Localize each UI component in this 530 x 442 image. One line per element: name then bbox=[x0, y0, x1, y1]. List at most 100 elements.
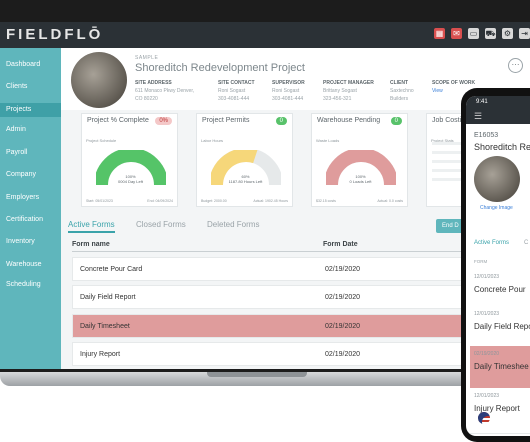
phone-item-name: Daily Field Repo bbox=[474, 322, 530, 331]
cell-form-date: 02/19/2020 bbox=[325, 323, 361, 330]
phone-tab-active-forms[interactable]: Active Forms bbox=[474, 240, 510, 246]
sidebar-item-inventory[interactable]: Inventory bbox=[6, 238, 35, 245]
meta-value: Builders bbox=[390, 96, 409, 102]
us-flag-icon bbox=[478, 412, 490, 424]
cell-form-date: 02/19/2020 bbox=[325, 294, 361, 301]
cell-form-name: Concrete Pour Card bbox=[80, 266, 143, 273]
hamburger-menu-icon[interactable]: ☰ bbox=[474, 111, 483, 121]
sidebar-item-company[interactable]: Company bbox=[6, 171, 36, 178]
card-footer: $32.15 costs Actual: 0.0 costs bbox=[316, 199, 403, 203]
phone-project-id: E16053 bbox=[474, 132, 499, 139]
phone-project-photo[interactable] bbox=[474, 156, 520, 202]
phone-item-name: Daily Timeshee bbox=[474, 362, 529, 371]
gauge-chart bbox=[211, 150, 281, 186]
table-row[interactable]: Daily Field Report 02/19/2020 bbox=[72, 285, 472, 309]
sidebar-item-dashboard[interactable]: Dashboard bbox=[6, 61, 41, 68]
sidebar-item-admin[interactable]: Admin bbox=[6, 126, 26, 133]
meta-supervisor: SUPERVISOR Roni Sogast 303-4081-444 bbox=[272, 80, 305, 102]
project-title: Shoreditch Redevelopment Project bbox=[135, 62, 305, 74]
tab-closed-forms[interactable]: Closed Forms bbox=[136, 220, 186, 229]
tab-deleted-forms[interactable]: Deleted Forms bbox=[207, 220, 260, 229]
stat-line bbox=[432, 169, 482, 172]
table-row[interactable]: Daily Timesheet 02/19/2020 bbox=[72, 314, 472, 338]
tab-active-forms[interactable]: Active Forms bbox=[68, 220, 115, 233]
phone-time: 9:41 bbox=[476, 99, 488, 105]
notification-icon[interactable]: ✉ bbox=[451, 28, 462, 39]
card-project-complete[interactable]: Project % Complete 0% Project Schedule 1… bbox=[81, 113, 178, 207]
top-icon-bar: ▦ ✉ ▭ ⛟ ⚙ ⇥ bbox=[434, 28, 530, 39]
sidebar-item-employers[interactable]: Employers bbox=[6, 194, 40, 201]
truck-icon[interactable]: ⛟ bbox=[485, 28, 496, 39]
laptop-base bbox=[0, 372, 530, 386]
gauge-remaining: 1187.80 Hours Left bbox=[228, 179, 263, 184]
phone-header: 9:41 ☰ bbox=[466, 96, 530, 124]
status-badge: 0 bbox=[275, 117, 287, 125]
gauge-remaining: 0 Loads Left bbox=[349, 179, 372, 184]
phone-tab-closed-forms[interactable]: C bbox=[524, 240, 529, 246]
app-logo[interactable]: FIELDFLŌ bbox=[6, 26, 104, 43]
meta-value: Brittany Sogast bbox=[323, 88, 357, 94]
gauge-value: 100% 0 Loads Left bbox=[312, 174, 409, 184]
stat-line bbox=[432, 178, 482, 181]
sidebar-item-payroll[interactable]: Payroll bbox=[6, 149, 28, 156]
card-project-permits[interactable]: Project Permits 0 Labor Hours 60% 1187.8… bbox=[196, 113, 293, 207]
devices-icon[interactable]: ▭ bbox=[468, 28, 479, 39]
phone-item-date: 12/01/2023 bbox=[474, 311, 500, 317]
meta-client: CLIENT Saxtechno Builders bbox=[390, 80, 414, 102]
card-foot-left: $32.15 costs bbox=[316, 199, 336, 203]
sidebar-item-scheduling[interactable]: Scheduling bbox=[6, 281, 41, 288]
gauge-percent: 100% bbox=[125, 174, 136, 179]
cell-form-date: 02/19/2020 bbox=[325, 351, 361, 358]
phone-list-item[interactable]: 02/19/2020 Daily Timeshee bbox=[470, 346, 530, 392]
card-footer: Budget: 2000.00 Actual: 1902.45 Hours bbox=[201, 199, 288, 203]
meta-value: 303-4081-444 bbox=[272, 96, 304, 102]
phone-list-item[interactable]: 12/01/2023 Injury Report bbox=[470, 388, 530, 434]
sidebar: Dashboard Clients Projects Admin Payroll… bbox=[0, 48, 61, 369]
gauge-value: 100% 0004 Day Left bbox=[82, 174, 179, 184]
sidebar-item-clients[interactable]: Clients bbox=[6, 83, 28, 90]
more-options-button[interactable]: ··· bbox=[508, 58, 523, 73]
card-subtitle: Labor Hours bbox=[201, 138, 224, 143]
meta-value: 323-456-321 bbox=[323, 96, 352, 102]
status-badge: 0 bbox=[390, 117, 402, 125]
table-row[interactable]: Injury Report 02/19/2020 bbox=[72, 342, 472, 366]
calendar-icon[interactable]: ▦ bbox=[434, 28, 445, 39]
meta-value: CO 80220 bbox=[135, 96, 158, 102]
meta-site-address: SITE ADDRESS 611 Monaco Pkwy Denver, CO … bbox=[135, 80, 194, 102]
gauge-fill bbox=[96, 150, 166, 186]
status-badge: 0% bbox=[155, 117, 172, 125]
meta-label: SCOPE OF WORK bbox=[432, 80, 476, 86]
gauge-percent: 100% bbox=[355, 174, 366, 179]
meta-label: PROJECT MANAGER bbox=[323, 80, 374, 86]
meta-project-manager: PROJECT MANAGER Brittany Sogast 323-456-… bbox=[323, 80, 374, 102]
sidebar-item-certification[interactable]: Certification bbox=[6, 216, 43, 223]
sidebar-item-projects[interactable]: Projects bbox=[0, 103, 61, 117]
card-foot-right: Actual: 0.0 costs bbox=[377, 199, 403, 203]
gauge-chart bbox=[326, 150, 396, 186]
gear-icon[interactable]: ⚙ bbox=[502, 28, 513, 39]
stat-line bbox=[432, 160, 482, 163]
table-header: Form name Form Date bbox=[72, 238, 472, 252]
stat-line bbox=[432, 142, 482, 145]
change-image-link[interactable]: Change Image bbox=[480, 205, 513, 211]
meta-value: 611 Monaco Pkwy Denver, bbox=[135, 88, 195, 94]
column-header-form-date[interactable]: Form Date bbox=[323, 241, 358, 248]
meta-value: Saxtechno bbox=[390, 88, 414, 94]
card-subtitle: Project Stats bbox=[431, 138, 454, 143]
logout-icon[interactable]: ⇥ bbox=[519, 28, 530, 39]
card-title: Project % Complete bbox=[87, 117, 149, 124]
meta-value: 303-4081-444 bbox=[218, 96, 250, 102]
card-warehouse-pending[interactable]: Warehouse Pending 0 Waste Loads 100% 0 L… bbox=[311, 113, 408, 207]
scope-view-link[interactable]: View bbox=[432, 88, 443, 94]
laptop-notch bbox=[207, 372, 307, 377]
project-photo[interactable] bbox=[71, 52, 127, 108]
card-foot-right: Actual: 1902.45 Hours bbox=[253, 199, 288, 203]
phone-item-date: 02/19/2020 bbox=[474, 351, 500, 357]
card-foot-right: End: 04/09/2024 bbox=[147, 199, 173, 203]
cell-form-name: Injury Report bbox=[80, 351, 121, 358]
sidebar-item-warehouse[interactable]: Warehouse bbox=[6, 261, 42, 268]
column-header-form-name[interactable]: Form name bbox=[72, 241, 110, 248]
table-row[interactable]: Concrete Pour Card 02/19/2020 bbox=[72, 257, 472, 281]
phone-list-item[interactable]: 12/01/2023 Daily Field Repo bbox=[470, 306, 530, 352]
